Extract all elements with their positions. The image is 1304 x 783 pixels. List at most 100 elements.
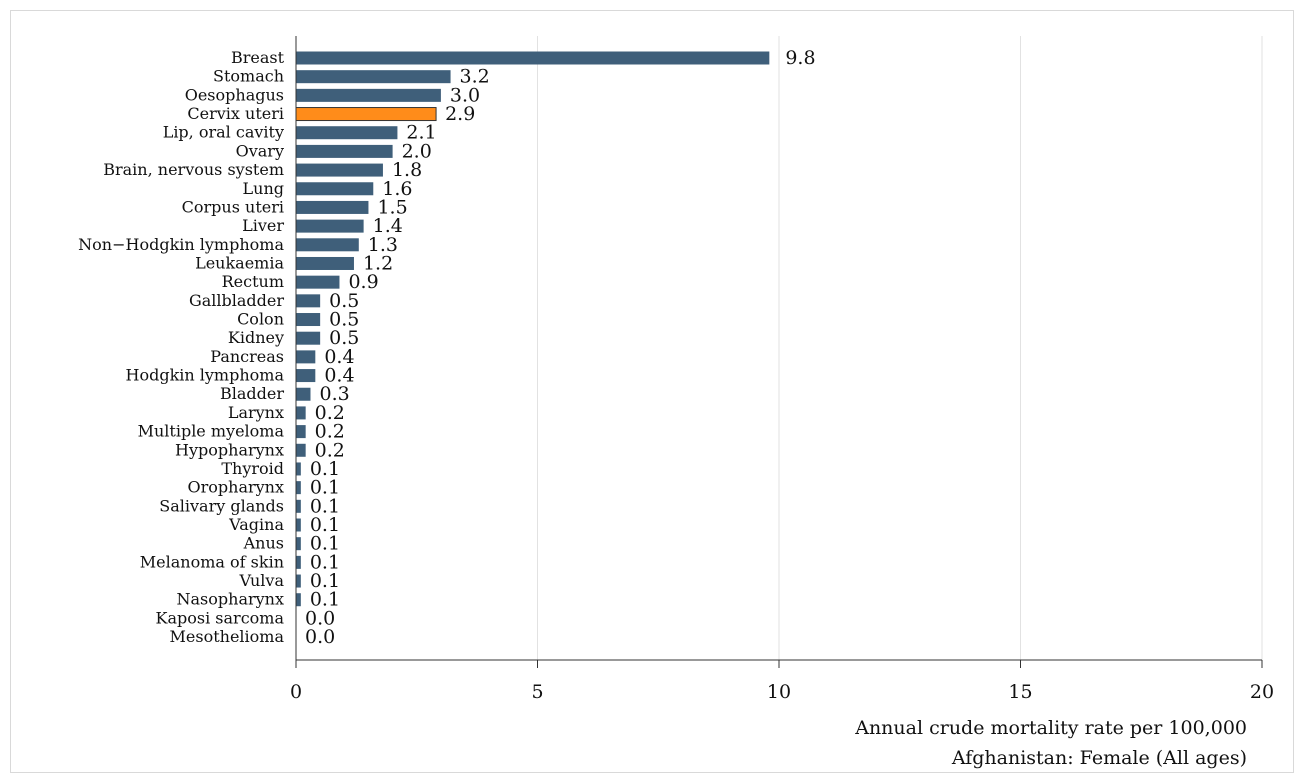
value-label: 0.1 xyxy=(310,551,340,573)
value-label: 0.2 xyxy=(315,402,345,424)
category-label: Vulva xyxy=(238,571,284,590)
category-label: Stomach xyxy=(213,67,284,86)
value-label: 0.0 xyxy=(305,626,335,648)
bar xyxy=(296,238,359,252)
category-label: Cervix uteri xyxy=(187,104,284,123)
bar xyxy=(296,425,306,439)
value-label: 0.5 xyxy=(329,309,359,331)
bars xyxy=(295,51,770,607)
bar xyxy=(296,481,301,495)
category-label: Breast xyxy=(231,48,285,67)
x-tick-label: 15 xyxy=(1008,681,1032,703)
value-label: 1.8 xyxy=(392,159,422,181)
value-label: 2.1 xyxy=(406,122,436,144)
bar xyxy=(296,350,316,364)
value-label: 0.5 xyxy=(329,290,359,312)
category-label: Bladder xyxy=(220,384,284,403)
category-label: Nasopharynx xyxy=(177,590,284,609)
bar xyxy=(296,331,321,345)
value-label: 0.3 xyxy=(319,383,349,405)
category-label: Vagina xyxy=(228,515,284,534)
bar xyxy=(296,144,393,158)
bar xyxy=(296,313,321,327)
category-label: Non−Hodgkin lymphoma xyxy=(78,235,284,254)
category-label: Colon xyxy=(237,310,284,329)
x-tick-label: 0 xyxy=(290,681,302,703)
category-label: Larynx xyxy=(228,403,284,422)
chart-subtitle: Afghanistan: Female (All ages) xyxy=(951,747,1247,769)
category-label: Leukaemia xyxy=(195,253,284,272)
value-label: 0.9 xyxy=(348,271,378,293)
bar xyxy=(296,219,364,233)
value-label: 0.5 xyxy=(329,327,359,349)
gridlines xyxy=(537,36,1263,660)
x-tick-label: 10 xyxy=(767,681,791,703)
bar xyxy=(296,537,301,551)
bar xyxy=(296,574,301,588)
value-label: 9.8 xyxy=(785,47,815,69)
bar xyxy=(296,256,354,270)
bar xyxy=(295,107,437,122)
category-label: Salivary glands xyxy=(159,496,284,515)
bar xyxy=(296,163,383,177)
category-label: Liver xyxy=(242,216,284,235)
value-labels: 9.83.23.02.92.12.01.81.61.51.41.31.20.90… xyxy=(305,47,816,648)
value-label: 1.4 xyxy=(373,215,403,237)
bar xyxy=(296,51,770,65)
bar xyxy=(296,555,301,569)
bar xyxy=(296,499,301,513)
bar xyxy=(296,406,306,420)
category-label: Anus xyxy=(243,534,284,553)
category-label: Gallbladder xyxy=(189,291,284,310)
bar xyxy=(296,275,340,289)
category-label: Lung xyxy=(243,179,284,198)
value-label: 0.1 xyxy=(310,477,340,499)
category-label: Hypopharynx xyxy=(175,440,284,459)
value-label: 0.4 xyxy=(324,346,354,368)
category-label: Multiple myeloma xyxy=(138,422,285,441)
category-label: Pancreas xyxy=(210,347,284,366)
category-label: Ovary xyxy=(236,141,284,160)
category-label: Lip, oral cavity xyxy=(163,123,284,142)
bar xyxy=(296,387,311,401)
value-label: 0.1 xyxy=(310,589,340,611)
x-axis: 0 5 10 15 20 xyxy=(290,36,1274,703)
value-label: 1.3 xyxy=(368,234,398,256)
bar xyxy=(296,182,374,196)
value-label: 0.2 xyxy=(315,421,345,443)
bar xyxy=(296,70,451,84)
value-label: 1.5 xyxy=(377,196,407,218)
x-tick-label: 20 xyxy=(1250,681,1274,703)
value-label: 0.1 xyxy=(310,533,340,555)
bar xyxy=(296,462,301,476)
bar xyxy=(296,518,301,532)
value-label: 0.1 xyxy=(310,514,340,536)
x-axis-label: Annual crude mortality rate per 100,000 xyxy=(854,717,1247,739)
bar xyxy=(296,593,301,607)
value-label: 3.2 xyxy=(460,66,490,88)
value-label: 3.0 xyxy=(450,84,480,106)
category-label: Oesophagus xyxy=(185,85,284,104)
category-label: Kidney xyxy=(228,328,284,347)
category-label: Thyroid xyxy=(221,459,284,478)
value-label: 0.1 xyxy=(310,495,340,517)
category-label: Melanoma of skin xyxy=(140,552,284,571)
value-label: 0.1 xyxy=(310,570,340,592)
chart-frame xyxy=(10,10,1294,773)
x-tick-label: 5 xyxy=(531,681,543,703)
value-label: 2.9 xyxy=(445,103,475,125)
bar xyxy=(296,294,321,308)
bar xyxy=(296,126,398,140)
category-label: Rectum xyxy=(222,272,284,291)
category-label: Mesothelioma xyxy=(170,627,285,646)
category-label: Brain, nervous system xyxy=(103,160,284,179)
category-label: Kaposi sarcoma xyxy=(156,608,285,627)
value-label: 0.0 xyxy=(305,607,335,629)
value-label: 0.4 xyxy=(324,365,354,387)
bar xyxy=(296,443,306,457)
value-label: 0.1 xyxy=(310,458,340,480)
category-label: Oropharynx xyxy=(188,478,285,497)
bar xyxy=(296,369,316,383)
